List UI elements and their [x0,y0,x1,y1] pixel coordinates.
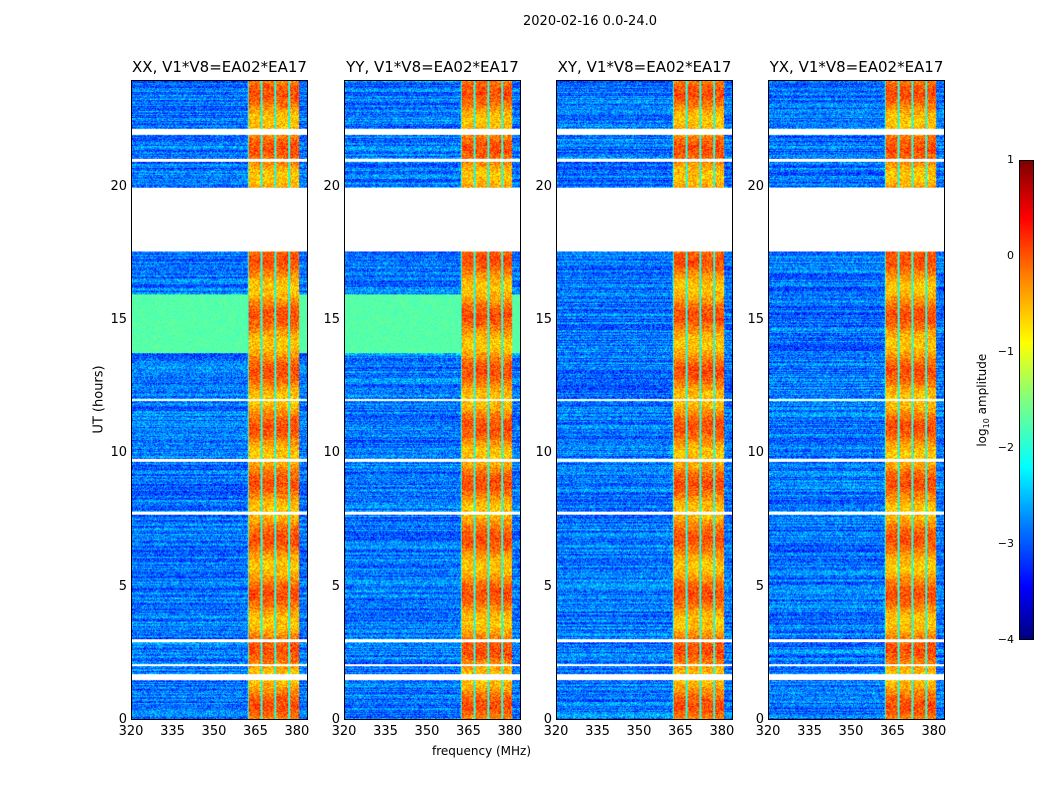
x-tick-label: 380 [709,724,735,739]
x-tick-label: 335 [797,724,822,739]
x-tick-label: 335 [373,724,398,739]
colorbar-tick-label: −1 [997,345,1014,358]
y-tick-label: 15 [110,312,127,327]
y-tick-label: 5 [755,578,764,594]
x-tick-label: 350 [414,724,440,739]
colorbar-label-sub: 10 [982,418,992,429]
x-tick-label: 365 [456,724,481,739]
x-tick-label: 335 [160,724,185,739]
y-tick-label: 5 [118,578,127,594]
panel-title: XX, V1*V8=EA02*EA17 [132,58,307,76]
heatmap-image [345,81,520,719]
colorbar-label: log10 amplitude [975,335,991,465]
y-tick-label: 0 [331,712,340,727]
y-tick-label: 5 [331,578,340,594]
y-tick-label: 0 [755,712,764,727]
colorbar-label-suffix: amplitude [974,353,989,419]
x-tick-label: 380 [921,724,947,739]
x-tick-label: 350 [626,724,652,739]
y-tick-label: 10 [110,445,127,461]
x-tick-label: 320 [755,724,781,739]
y-tick-label: 15 [323,312,340,327]
y-axis-label: UT (hours) [91,365,107,434]
x-tick-label: 335 [585,724,610,739]
x-tick-label: 365 [243,724,268,739]
x-tick-label: 320 [118,724,144,739]
y-tick-label: 10 [535,445,552,461]
heatmap-image [132,81,307,719]
colorbar-tick-label: 1 [1007,153,1014,166]
colorbar [1019,160,1034,640]
y-tick-label: 20 [110,178,127,194]
colorbar-label-prefix: log [974,428,989,447]
x-axis-label: frequency (MHz) [432,744,532,758]
heatmap-panel-xx [131,80,308,720]
panel-title: XY, V1*V8=EA02*EA17 [557,58,732,76]
colorbar-tick-label: −2 [997,441,1014,454]
x-tick-label: 320 [543,724,569,739]
y-tick-label: 10 [323,445,340,461]
y-tick-label: 20 [323,178,340,194]
y-tick-label: 15 [535,312,552,327]
x-tick-label: 380 [284,724,310,739]
heatmap-panel-yx [768,80,945,720]
heatmap-panel-yy [344,80,521,720]
y-tick-label: 15 [747,312,764,327]
x-tick-label: 380 [497,724,523,739]
y-tick-label: 20 [535,178,552,194]
heatmap-panel-xy [556,80,733,720]
colorbar-tick-label: −4 [997,633,1014,646]
heatmap-image [769,81,944,719]
x-tick-label: 350 [201,724,227,739]
figure-title: 2020-02-16 0.0-24.0 [523,14,657,29]
panel-title: YY, V1*V8=EA02*EA17 [346,58,519,76]
colorbar-tick-label: −3 [997,537,1014,550]
y-tick-label: 0 [118,712,127,727]
heatmap-image [557,81,732,719]
y-tick-label: 20 [747,178,764,194]
y-tick-label: 10 [747,445,764,461]
x-tick-label: 320 [331,724,357,739]
y-tick-label: 0 [543,712,552,727]
x-tick-label: 350 [838,724,864,739]
y-tick-label: 5 [543,578,552,594]
x-tick-label: 365 [668,724,693,739]
panel-title: YX, V1*V8=EA02*EA17 [769,58,944,76]
x-tick-label: 365 [880,724,905,739]
colorbar-tick-label: 0 [1007,249,1014,262]
